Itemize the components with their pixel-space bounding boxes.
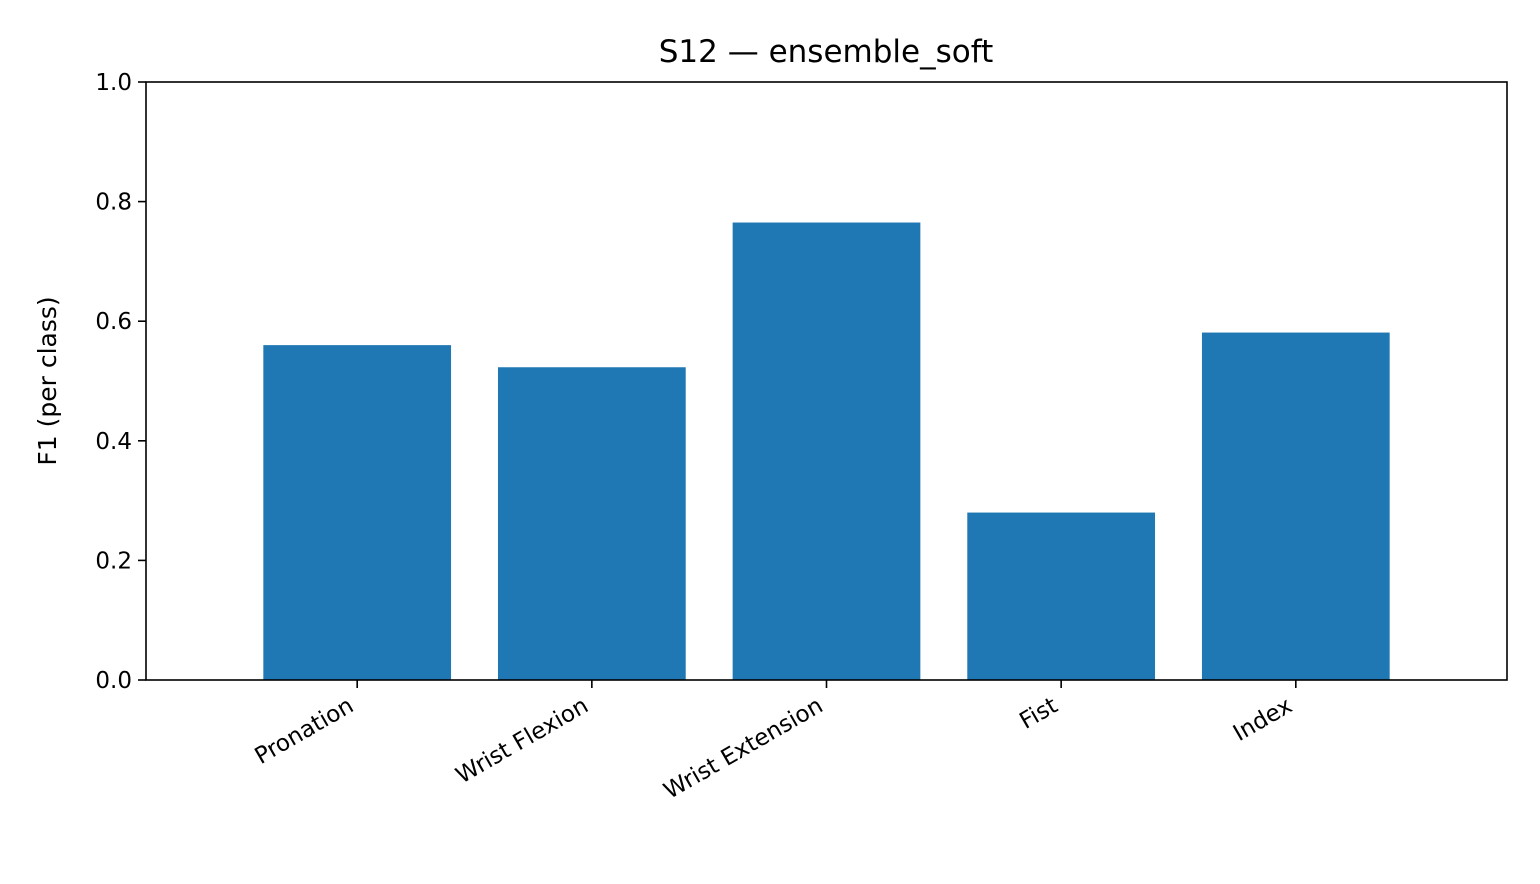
x-tick-label: Fist [1015,693,1062,735]
x-tick-label: Wrist Extension [660,693,828,805]
x-tick-label: Wrist Flexion [452,693,593,789]
bars-layer [263,222,1390,680]
bar-wrist-flexion [497,367,686,680]
bar-index [1201,332,1390,680]
y-axis-label: F1 (per class) [33,296,62,465]
bar-fist [967,512,1156,680]
plot-frame [145,81,1508,681]
y-tick-label: 0.2 [95,548,132,574]
y-tick-label: 0.6 [95,309,132,335]
x-tick-label: Pronation [251,693,359,770]
y-tick-label: 1.0 [95,70,132,96]
y-tick-label: 0.8 [95,190,132,216]
y-tick-label: 0.4 [95,429,132,455]
y-ticks: 0.0 0.2 0.4 0.6 0.8 1.0 [95,70,146,694]
x-tick-label: Index [1229,693,1297,747]
y-tick-label: 0.0 [95,668,132,694]
bar-wrist-extension [732,222,921,680]
bar-pronation [263,345,452,680]
x-ticks: Pronation Wrist Flexion Wrist Extension Fis… [251,680,1297,805]
chart-title: S12 — ensemble_soft [659,34,993,70]
